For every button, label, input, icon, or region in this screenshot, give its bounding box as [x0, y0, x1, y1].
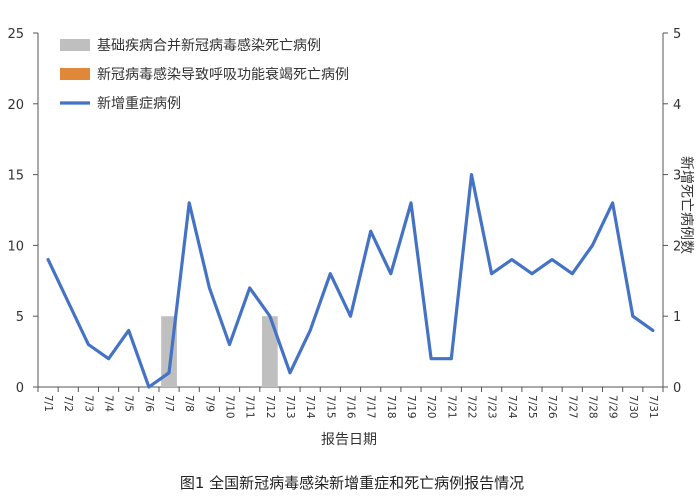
x-tick-label: 7/29	[607, 395, 619, 419]
x-tick-label: 7/1	[42, 395, 54, 412]
severe-cases-point	[268, 315, 272, 318]
severe-cases-point	[188, 201, 191, 205]
x-tick-label: 7/25	[526, 395, 538, 419]
x-tick-label: 7/5	[123, 395, 135, 412]
legend-swatch-bar	[60, 39, 90, 51]
y-tick-label-right: 3	[673, 169, 681, 184]
severe-cases-point	[288, 371, 292, 375]
legend-label: 基础疾病合并新冠病毒感染死亡病例	[97, 37, 321, 54]
x-tick-label: 7/3	[82, 395, 94, 412]
severe-cases-point	[248, 286, 251, 290]
x-tick-label: 7/30	[627, 395, 639, 419]
severe-cases-point	[490, 272, 493, 275]
severe-cases-point	[107, 357, 110, 360]
x-tick-label: 7/2	[62, 395, 74, 412]
severe-cases-point	[530, 272, 534, 275]
y-tick-label-left: 15	[7, 169, 24, 184]
severe-cases-point	[208, 286, 211, 290]
severe-cases-point	[409, 201, 413, 205]
x-tick-label: 7/22	[465, 395, 477, 419]
x-tick-label: 7/23	[486, 395, 498, 419]
severe-cases-point	[510, 258, 513, 261]
severe-cases-point	[329, 272, 332, 275]
severe-cases-point	[308, 329, 312, 332]
severe-line	[46, 173, 655, 389]
legend-label: 新冠病毒感染导致呼吸功能衰竭死亡病例	[97, 66, 349, 83]
x-tick-label: 7/17	[365, 395, 377, 419]
x-tick-label: 7/20	[425, 395, 437, 419]
figure-caption: 图1 全国新冠病毒感染新增重症和死亡病例报告情况	[180, 474, 524, 492]
severe-cases-point	[87, 343, 90, 346]
x-tick-label: 7/28	[586, 395, 598, 419]
x-tick-label: 7/10	[224, 395, 236, 419]
severe-cases-point	[46, 258, 50, 261]
x-tick-label: 7/19	[405, 395, 417, 419]
x-tick-label: 7/16	[345, 395, 357, 419]
severe-cases-point	[550, 258, 554, 261]
severe-cases-point	[631, 315, 634, 318]
x-tick-label: 7/11	[244, 395, 256, 419]
x-tick-label: 7/31	[647, 395, 659, 419]
legend-swatch-bar	[60, 68, 90, 80]
x-tick-label: 7/14	[304, 395, 316, 419]
severe-cases-point	[349, 315, 352, 318]
death-bar	[261, 316, 278, 387]
y-tick-label-right: 5	[673, 27, 681, 42]
severe-cases-point	[147, 385, 151, 389]
axes: 0 5 10 15 20 25 0 1 2 3 4 5 7/1 7/2 7/3 7/4 7/5 7/6 7/7 7/8…	[7, 27, 681, 419]
x-tick-label: 7/13	[284, 395, 296, 419]
y-tick-label-right: 2	[673, 239, 681, 254]
severe-cases-point	[651, 329, 655, 332]
severe-cases-point	[591, 244, 594, 247]
severe-cases-point	[228, 343, 231, 346]
severe-cases-point	[369, 230, 372, 233]
legend-label: 新增重症病例	[97, 96, 181, 112]
x-tick-label: 7/7	[163, 395, 175, 412]
y-tick-label-left: 25	[7, 27, 24, 42]
severe-cases-point	[450, 357, 453, 360]
x-tick-label: 7/9	[203, 395, 215, 412]
y-tick-label-right: 4	[673, 98, 681, 113]
x-tick-label: 7/18	[385, 395, 397, 419]
x-tick-label: 7/26	[546, 395, 558, 419]
x-tick-label: 7/6	[143, 395, 155, 412]
y-tick-label-left: 0	[16, 381, 24, 396]
x-tick-label: 7/4	[103, 395, 115, 412]
x-tick-label: 7/15	[324, 395, 336, 419]
x-axis-title: 报告日期	[321, 432, 377, 448]
x-tick-label: 7/27	[566, 395, 578, 419]
right-axis-title: 新增死亡病例数	[678, 156, 694, 254]
severe-cases-line	[46, 173, 655, 389]
y-tick-label-right: 0	[673, 381, 681, 396]
severe-cases-point	[571, 272, 574, 275]
severe-cases-point	[389, 272, 393, 275]
x-tick-label: 7/24	[506, 395, 518, 419]
x-tick-label: 7/21	[445, 395, 457, 419]
y-tick-label-left: 5	[16, 310, 24, 325]
severe-cases-point	[611, 201, 614, 205]
x-tick-label: 7/8	[183, 395, 195, 412]
severe-cases-point	[167, 371, 171, 375]
severe-cases-point	[470, 173, 473, 176]
severe-cases-point	[127, 329, 130, 332]
severe-cases-point	[429, 357, 433, 360]
x-tick-label: 7/12	[264, 395, 276, 419]
y-tick-label-right: 1	[673, 310, 681, 325]
y-tick-label-left: 10	[7, 239, 24, 254]
bars	[161, 316, 278, 387]
y-tick-label-left: 20	[7, 98, 24, 113]
severe-cases-point	[67, 300, 70, 304]
